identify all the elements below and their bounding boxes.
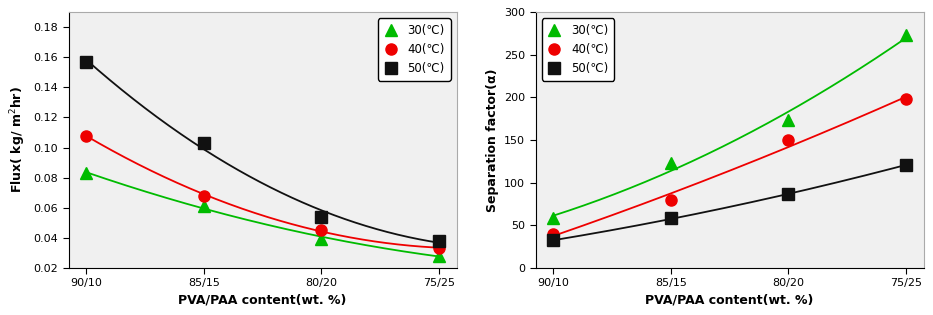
50(℃) xyxy=(548,238,559,242)
50(℃) xyxy=(199,141,210,145)
40(℃) xyxy=(434,246,445,250)
Line: 50(℃): 50(℃) xyxy=(81,56,445,246)
30(℃) xyxy=(548,216,559,220)
50(℃) xyxy=(316,215,327,219)
Line: 40(℃): 40(℃) xyxy=(81,130,445,254)
50(℃) xyxy=(80,60,91,64)
40(℃) xyxy=(783,138,794,142)
X-axis label: PVA/PAA content(wt. %): PVA/PAA content(wt. %) xyxy=(178,294,347,307)
Y-axis label: Separation factor(α): Separation factor(α) xyxy=(485,68,498,212)
30(℃) xyxy=(80,171,91,175)
Y-axis label: Flux( kg/ m$^2$hr): Flux( kg/ m$^2$hr) xyxy=(8,87,28,193)
40(℃) xyxy=(199,194,210,198)
50(℃) xyxy=(900,163,912,167)
30(℃) xyxy=(783,118,794,122)
Legend: 30(℃), 40(℃), 50(℃): 30(℃), 40(℃), 50(℃) xyxy=(378,18,451,81)
Line: 30(℃): 30(℃) xyxy=(81,168,445,261)
30(℃) xyxy=(199,204,210,208)
X-axis label: PVA/PAA content(wt. %): PVA/PAA content(wt. %) xyxy=(646,294,814,307)
30(℃) xyxy=(434,254,445,258)
30(℃) xyxy=(316,237,327,241)
Line: 50(℃): 50(℃) xyxy=(548,159,912,246)
Line: 30(℃): 30(℃) xyxy=(548,30,912,224)
40(℃) xyxy=(80,134,91,137)
40(℃) xyxy=(665,198,676,202)
30(℃) xyxy=(665,161,676,165)
40(℃) xyxy=(900,97,912,101)
50(℃) xyxy=(665,216,676,220)
Line: 40(℃): 40(℃) xyxy=(548,94,912,239)
40(℃) xyxy=(316,228,327,232)
50(℃) xyxy=(783,192,794,196)
50(℃) xyxy=(434,239,445,243)
Legend: 30(℃), 40(℃), 50(℃): 30(℃), 40(℃), 50(℃) xyxy=(541,18,614,81)
30(℃) xyxy=(900,33,912,37)
40(℃) xyxy=(548,232,559,236)
